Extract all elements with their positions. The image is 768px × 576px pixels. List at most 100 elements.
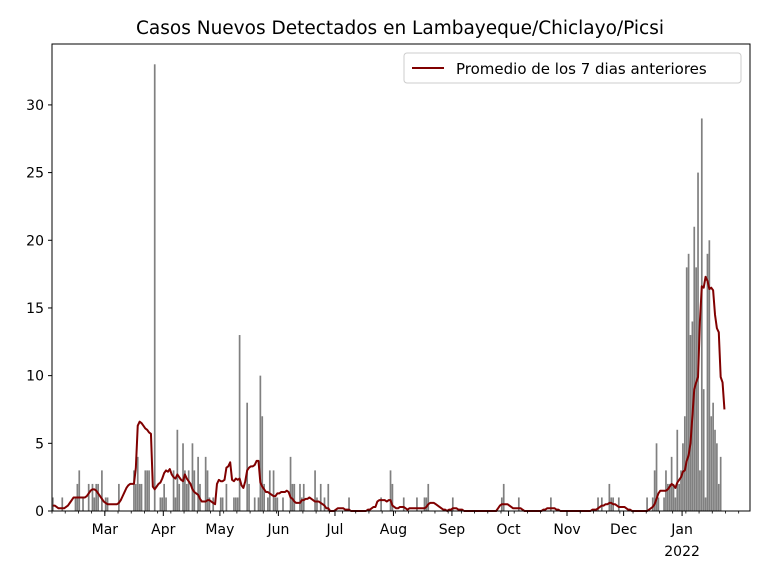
bar [717,483,720,511]
bar [600,497,603,511]
bar [697,172,699,511]
bar [97,483,99,511]
bar [695,267,697,511]
bar [219,497,222,511]
bar [136,456,139,511]
y-axis-ticks: 0 5 10 15 20 25 30 [26,98,52,520]
y-tick-label: 30 [26,98,44,114]
bar [714,429,716,511]
bar [651,497,654,511]
x-tick-label: Dec [610,522,637,538]
bar [267,497,269,511]
bar [91,483,94,511]
bar [104,497,107,511]
bar [674,497,677,511]
bar [118,483,120,511]
bar [708,240,711,511]
moving-average-line [52,275,726,512]
bar [261,416,264,511]
bar [93,497,96,511]
bar [197,456,199,511]
bar [159,497,162,511]
x-axis-ticks: Mar Apr May Jun Jul Aug Sep Oct Nov Dec Jan 2022 [51,511,740,560]
bar [348,497,350,511]
bar [291,483,294,511]
bar [402,497,405,511]
bar [263,483,265,511]
bar [323,497,326,511]
bar [653,470,656,511]
bar [248,483,250,511]
bar [302,483,305,511]
bar [161,497,164,511]
bar [78,470,81,511]
y-tick-label: 25 [26,166,44,182]
bar [689,335,692,511]
bar [425,497,428,511]
bar [135,483,137,511]
legend-box [403,52,742,84]
bar [268,470,271,511]
bar [144,470,147,511]
bar [700,118,703,511]
bar [389,470,392,511]
bar [301,497,303,511]
bar [682,443,684,511]
bar [702,389,705,511]
y-tick-label: 0 [35,504,44,520]
axes [51,43,751,512]
bar [314,470,316,511]
bar [666,483,669,511]
x-tick-label: Jun [266,522,289,538]
x-tick-year-label: 2022 [664,544,700,560]
bar [163,483,165,511]
x-tick-label: Apr [151,522,175,538]
bar [234,497,237,511]
bar [61,497,64,511]
bar [274,497,277,511]
bar [233,497,235,511]
y-tick-label: 20 [26,233,44,249]
bar [685,267,688,511]
bar [276,497,279,511]
bar [657,497,660,511]
x-tick-label: Sep [439,522,466,538]
bar [687,253,690,511]
bar [133,470,135,511]
legend-label: Promedio de los 7 dias anteriores [456,60,707,78]
bar [693,226,696,512]
bar [87,483,90,511]
bar [710,416,713,511]
bar [282,497,284,511]
bar [423,497,426,511]
bar [617,497,620,511]
x-tick-label: Jul [326,522,344,538]
bar [517,497,520,511]
bar [319,483,322,511]
bar [253,497,256,511]
bar [257,497,260,511]
x-tick-label: Oct [496,522,521,538]
line-series [52,275,726,512]
bar-series [52,64,722,512]
bar [608,483,611,511]
bar [176,429,179,511]
bar [327,483,330,511]
bar [182,443,184,511]
bar [668,483,671,511]
bar [259,375,262,511]
bar [704,497,707,511]
bar [683,416,686,511]
bar [680,470,682,511]
bar [293,483,296,511]
bar [416,497,418,511]
bar [184,470,186,511]
x-tick-label: Jan [670,522,693,538]
y-tick-label: 15 [26,301,44,317]
bar [706,253,709,511]
bar [712,402,714,511]
bar [191,443,194,511]
bar [148,470,150,511]
bar [663,497,665,511]
